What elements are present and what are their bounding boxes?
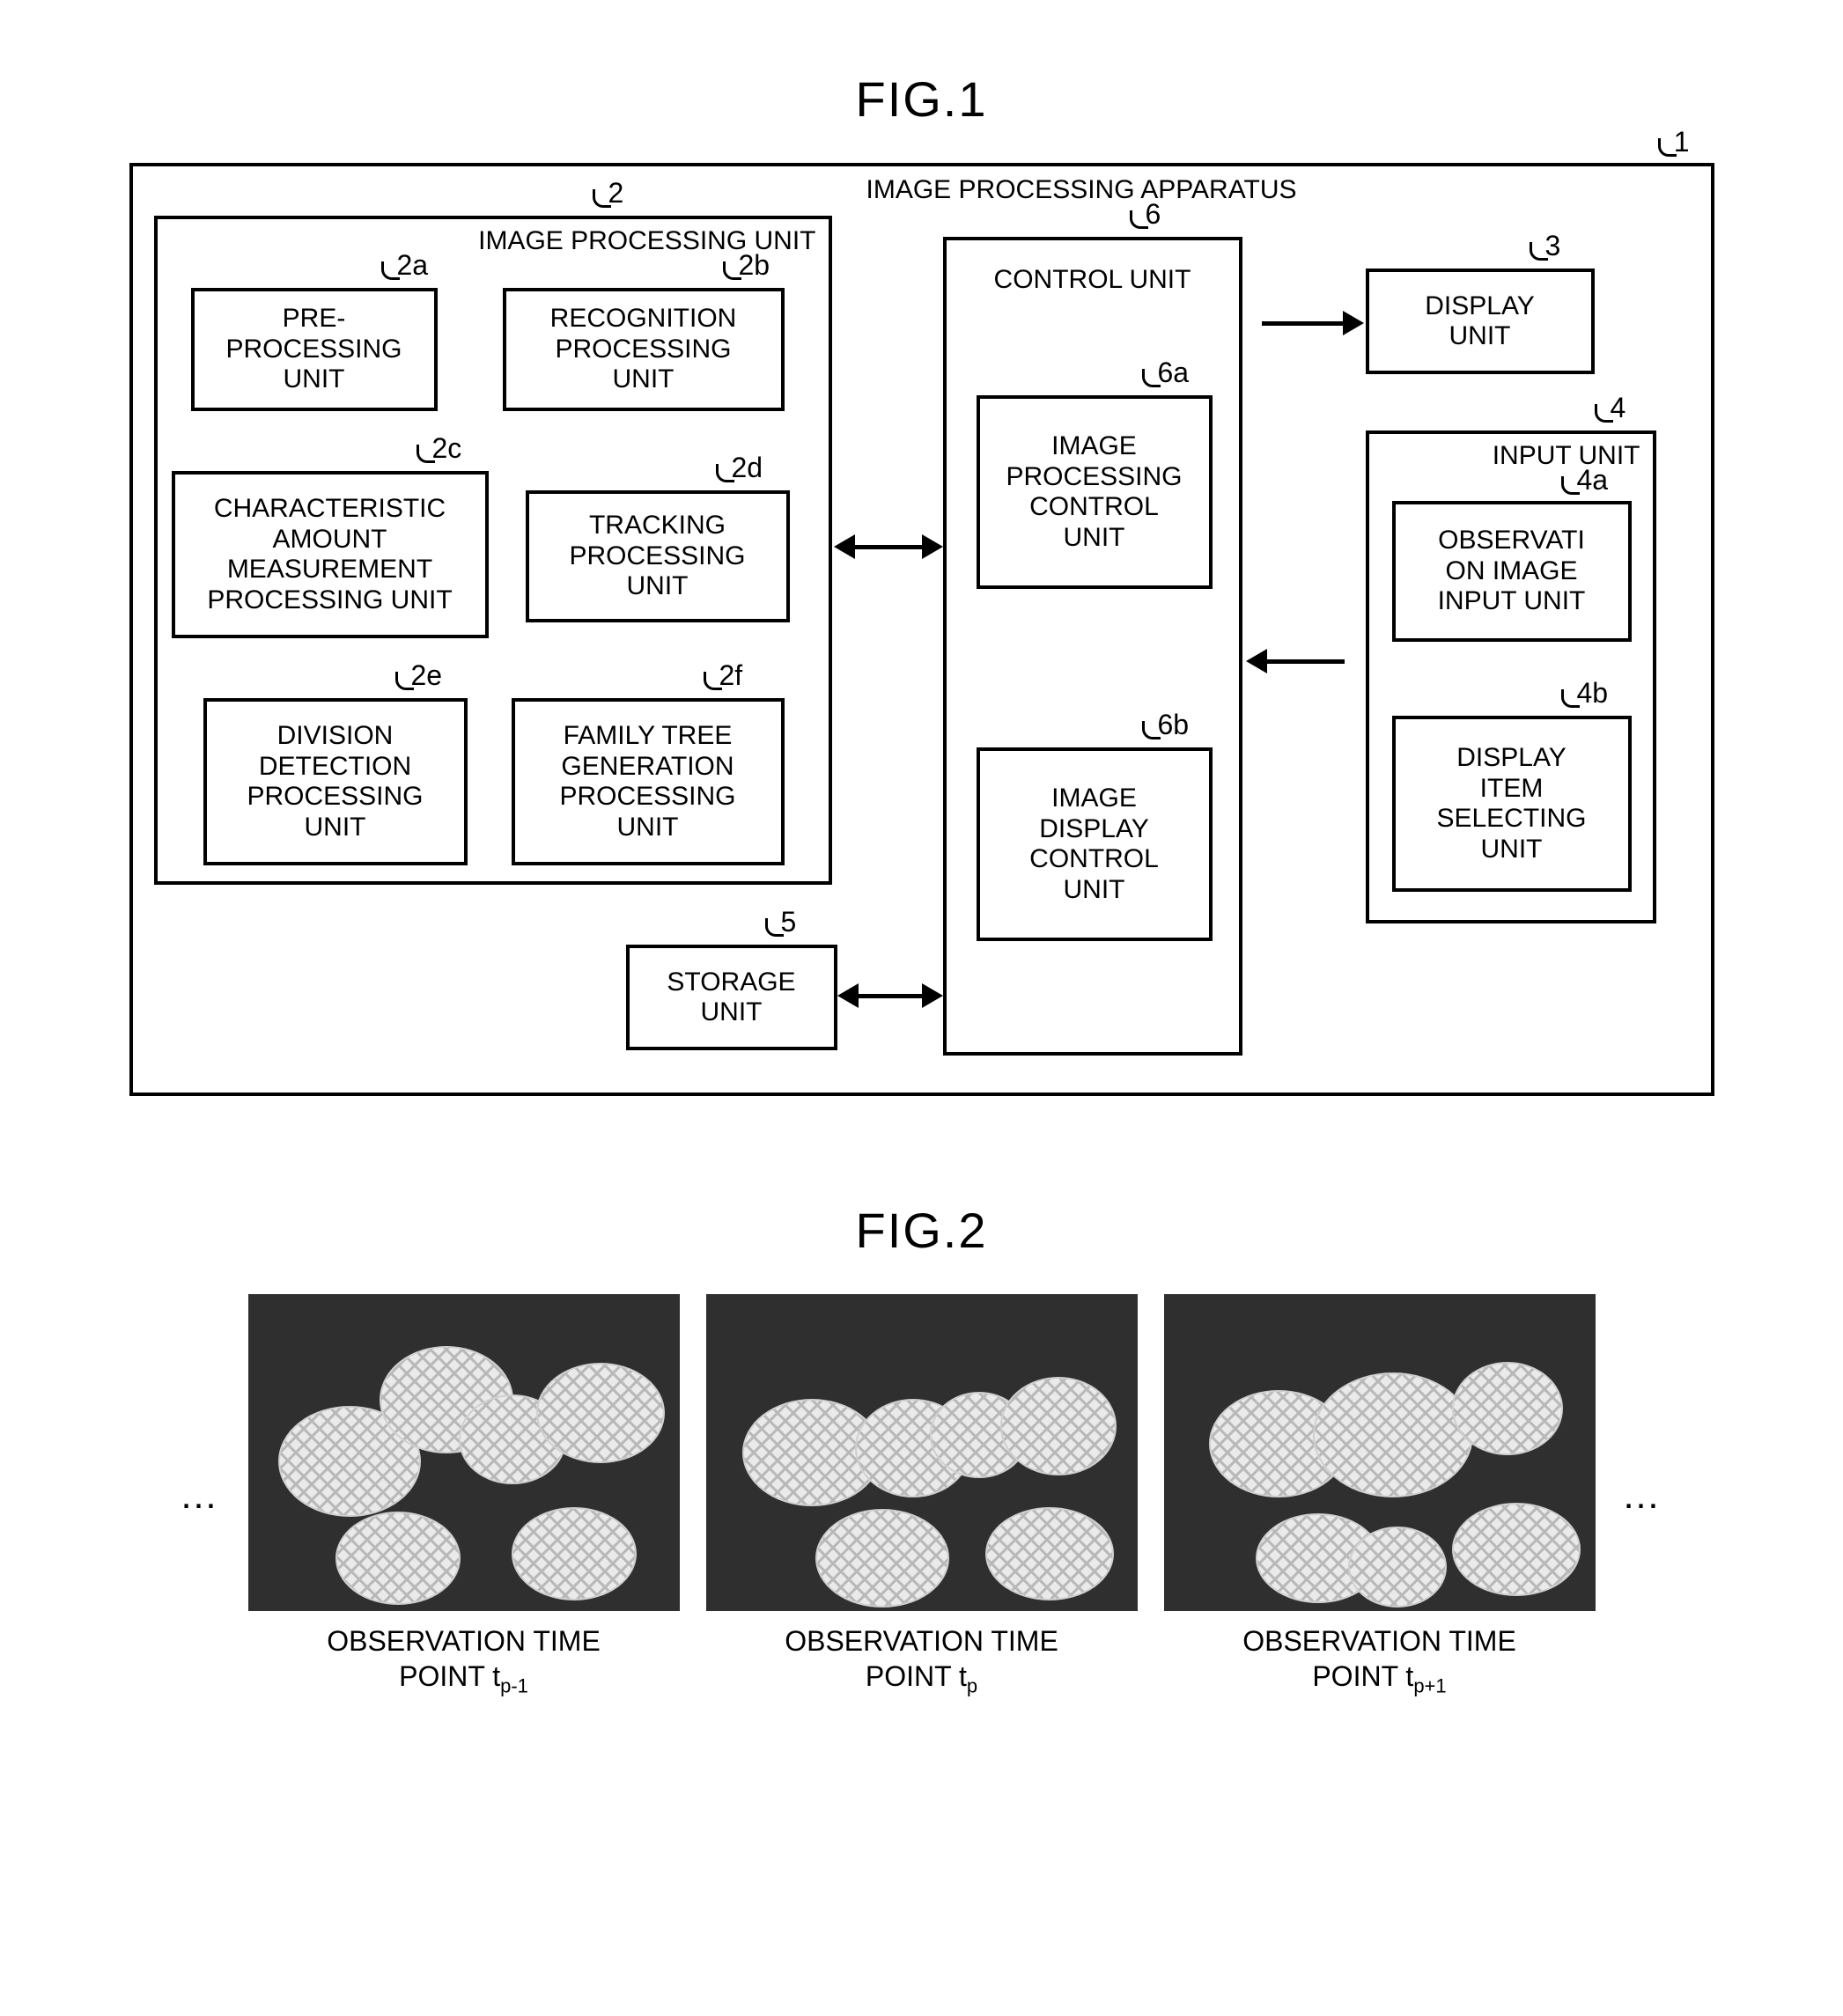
block-2f-text: FAMILY TREE GENERATION PROCESSING UNIT bbox=[559, 721, 735, 842]
ref-1: 1 bbox=[1674, 126, 1690, 158]
block-2a-text: PRE- PROCESSING UNIT bbox=[225, 304, 402, 395]
frame-0 bbox=[248, 1294, 680, 1611]
figure1-title: FIG.1 bbox=[70, 70, 1773, 128]
block-2c: CHARACTERISTIC AMOUNT MEASUREMENT PROCES… bbox=[172, 471, 489, 638]
block-2b-text: RECOGNITION PROCESSING UNIT bbox=[550, 304, 737, 395]
block-4b: DISPLAY ITEM SELECTING UNIT bbox=[1392, 716, 1632, 892]
caption1-sub: p bbox=[967, 1674, 977, 1696]
block-6b: IMAGE DISPLAY CONTROL UNIT bbox=[977, 747, 1213, 941]
ref-3: 3 bbox=[1545, 230, 1561, 262]
block-2d: TRACKING PROCESSING UNIT bbox=[526, 490, 790, 622]
block-2a: PRE- PROCESSING UNIT bbox=[191, 288, 438, 411]
caption2-sub: p+1 bbox=[1413, 1674, 1446, 1696]
ref-2d: 2d bbox=[732, 452, 763, 484]
caption0-sub: p-1 bbox=[500, 1674, 528, 1696]
block-4a-text: OBSERVATI ON IMAGE INPUT UNIT bbox=[1438, 526, 1586, 617]
block-2b: RECOGNITION PROCESSING UNIT bbox=[503, 288, 785, 411]
ellipsis-right: … bbox=[1622, 1474, 1664, 1518]
control-unit-label: CONTROL UNIT bbox=[994, 265, 1191, 296]
block-2e-text: DIVISION DETECTION PROCESSING UNIT bbox=[247, 721, 423, 842]
ellipsis-left: … bbox=[180, 1474, 222, 1518]
caption-0: OBSERVATION TIME POINT tp-1 bbox=[327, 1623, 601, 1698]
ref-2f: 2f bbox=[719, 659, 743, 692]
ref-2: 2 bbox=[608, 177, 624, 210]
caption0-line2: POINT t bbox=[399, 1660, 500, 1692]
figure2: … OBSERVATION TIME POINT tp-1 OBSERVATIO… bbox=[129, 1294, 1714, 1698]
frame-2 bbox=[1164, 1294, 1596, 1611]
block-6b-text: IMAGE DISPLAY CONTROL UNIT bbox=[1029, 784, 1159, 905]
ref-2e: 2e bbox=[411, 659, 443, 692]
apparatus-label: IMAGE PROCESSING APPARATUS bbox=[866, 175, 1297, 205]
figure2-title: FIG.2 bbox=[70, 1202, 1773, 1259]
caption2-line2: POINT t bbox=[1312, 1660, 1413, 1692]
caption-1: OBSERVATION TIME POINT tp bbox=[785, 1623, 1058, 1698]
block-2d-text: TRACKING PROCESSING UNIT bbox=[569, 511, 745, 602]
ref-6a: 6a bbox=[1158, 357, 1190, 389]
ref-2b: 2b bbox=[739, 249, 770, 282]
ref-5: 5 bbox=[781, 906, 797, 938]
frame-1 bbox=[706, 1294, 1138, 1611]
ref-2c: 2c bbox=[432, 432, 462, 465]
input-unit-label: INPUT UNIT bbox=[1493, 441, 1640, 472]
figure1: 1 IMAGE PROCESSING APPARATUS IMAGE PROCE… bbox=[129, 163, 1714, 1096]
block-2f: FAMILY TREE GENERATION PROCESSING UNIT bbox=[512, 698, 785, 865]
block-storage-text: STORAGE UNIT bbox=[667, 968, 795, 1028]
caption2-line1: OBSERVATION TIME bbox=[1242, 1625, 1516, 1657]
block-display: DISPLAY UNIT bbox=[1366, 269, 1595, 374]
arrow-control-display bbox=[1262, 321, 1345, 326]
ref-2a: 2a bbox=[397, 249, 429, 282]
block-2c-text: CHARACTERISTIC AMOUNT MEASUREMENT PROCES… bbox=[207, 494, 452, 615]
arrow-ipu-control bbox=[853, 545, 924, 549]
caption1-line1: OBSERVATION TIME bbox=[785, 1625, 1058, 1657]
caption1-line2: POINT t bbox=[866, 1660, 967, 1692]
block-6a-text: IMAGE PROCESSING CONTROL UNIT bbox=[1006, 431, 1182, 553]
ref-4b: 4b bbox=[1577, 677, 1609, 710]
ref-4a: 4a bbox=[1577, 464, 1609, 497]
block-6a: IMAGE PROCESSING CONTROL UNIT bbox=[977, 395, 1213, 589]
frame-col-1: OBSERVATION TIME POINT tp bbox=[706, 1294, 1138, 1698]
frame-col-0: OBSERVATION TIME POINT tp-1 bbox=[248, 1294, 680, 1698]
block-storage: STORAGE UNIT bbox=[626, 945, 837, 1050]
arrow-storage-control bbox=[857, 994, 924, 998]
frame-col-2: OBSERVATION TIME POINT tp+1 bbox=[1164, 1294, 1596, 1698]
caption0-line1: OBSERVATION TIME bbox=[327, 1625, 601, 1657]
ref-4: 4 bbox=[1611, 392, 1626, 424]
block-2e: DIVISION DETECTION PROCESSING UNIT bbox=[203, 698, 468, 865]
block-4a: OBSERVATI ON IMAGE INPUT UNIT bbox=[1392, 501, 1632, 642]
frames-row: … OBSERVATION TIME POINT tp-1 OBSERVATIO… bbox=[129, 1294, 1714, 1698]
caption-2: OBSERVATION TIME POINT tp+1 bbox=[1242, 1623, 1516, 1698]
arrow-input-control bbox=[1265, 659, 1345, 664]
ref-6: 6 bbox=[1146, 198, 1161, 231]
outer-apparatus-box: 1 IMAGE PROCESSING APPARATUS IMAGE PROCE… bbox=[129, 163, 1714, 1096]
block-4b-text: DISPLAY ITEM SELECTING UNIT bbox=[1436, 743, 1586, 865]
block-display-text: DISPLAY UNIT bbox=[1425, 291, 1535, 352]
ref-6b: 6b bbox=[1158, 709, 1190, 741]
